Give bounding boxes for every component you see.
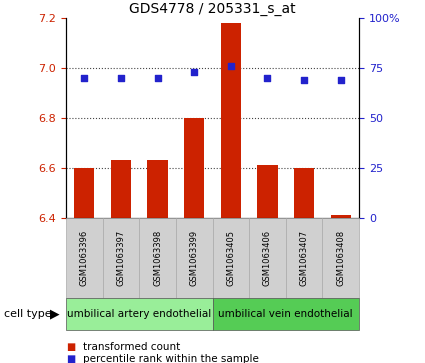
Text: GSM1063398: GSM1063398 <box>153 230 162 286</box>
Point <box>154 75 161 81</box>
Text: GSM1063407: GSM1063407 <box>300 230 309 286</box>
Point <box>337 77 344 83</box>
Point <box>301 77 308 83</box>
Bar <box>139 218 176 298</box>
Text: GSM1063399: GSM1063399 <box>190 230 198 286</box>
Text: GSM1063406: GSM1063406 <box>263 230 272 286</box>
Text: GSM1063397: GSM1063397 <box>116 230 125 286</box>
Bar <box>102 218 139 298</box>
Bar <box>212 298 359 330</box>
Text: umbilical artery endothelial: umbilical artery endothelial <box>67 309 211 319</box>
Bar <box>147 160 167 218</box>
Point <box>81 75 88 81</box>
Text: GSM1063408: GSM1063408 <box>336 230 345 286</box>
Text: GSM1063396: GSM1063396 <box>80 230 89 286</box>
Text: ■: ■ <box>66 342 75 352</box>
Text: umbilical vein endothelial: umbilical vein endothelial <box>218 309 353 319</box>
Bar <box>323 218 359 298</box>
Bar <box>66 218 102 298</box>
Bar <box>286 218 323 298</box>
Text: percentile rank within the sample: percentile rank within the sample <box>83 354 259 363</box>
Bar <box>221 23 241 218</box>
Bar <box>212 218 249 298</box>
Text: GSM1063405: GSM1063405 <box>227 230 235 286</box>
Bar <box>184 118 204 218</box>
Bar <box>111 160 131 218</box>
Text: transformed count: transformed count <box>83 342 180 352</box>
Text: ■: ■ <box>66 354 75 363</box>
Title: GDS4778 / 205331_s_at: GDS4778 / 205331_s_at <box>129 2 296 16</box>
Text: cell type: cell type <box>4 309 52 319</box>
Point <box>191 69 198 75</box>
Point <box>227 63 234 69</box>
Bar <box>66 298 212 330</box>
Point <box>264 75 271 81</box>
Text: ▶: ▶ <box>50 307 60 321</box>
Bar <box>74 168 94 218</box>
Bar <box>249 218 286 298</box>
Bar <box>294 168 314 218</box>
Bar <box>331 215 351 218</box>
Bar <box>258 166 278 218</box>
Bar <box>176 218 212 298</box>
Point <box>117 75 124 81</box>
